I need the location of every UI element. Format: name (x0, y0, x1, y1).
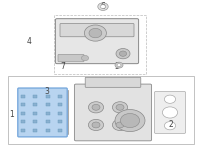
Text: 7: 7 (61, 62, 65, 71)
Circle shape (84, 25, 106, 41)
Circle shape (164, 95, 176, 103)
Text: 2: 2 (169, 120, 173, 129)
FancyBboxPatch shape (67, 90, 69, 135)
Bar (33, 120, 37, 123)
Circle shape (98, 3, 108, 10)
Circle shape (115, 110, 145, 132)
Circle shape (92, 104, 100, 110)
Circle shape (88, 119, 104, 131)
Bar (21, 95, 25, 98)
FancyBboxPatch shape (58, 54, 84, 62)
Circle shape (162, 107, 178, 118)
Bar (21, 103, 25, 106)
Bar (46, 103, 50, 106)
Circle shape (116, 49, 130, 59)
Circle shape (164, 122, 176, 130)
Bar (58, 129, 62, 132)
Bar (21, 112, 25, 115)
Bar (54, 15, 146, 74)
Circle shape (112, 102, 128, 113)
Bar (46, 129, 50, 132)
Text: 6: 6 (101, 2, 105, 11)
Circle shape (92, 122, 100, 128)
Bar (21, 129, 25, 132)
Bar (21, 120, 25, 123)
Circle shape (117, 64, 121, 67)
FancyBboxPatch shape (18, 88, 67, 137)
Circle shape (88, 102, 104, 113)
Bar (33, 129, 37, 132)
Bar (8, 76, 194, 144)
FancyBboxPatch shape (55, 19, 139, 64)
Bar (58, 120, 62, 123)
Circle shape (115, 62, 123, 68)
Circle shape (100, 5, 106, 9)
Bar (46, 112, 50, 115)
Circle shape (116, 104, 124, 110)
Circle shape (120, 113, 140, 128)
FancyBboxPatch shape (60, 24, 134, 37)
FancyBboxPatch shape (74, 84, 152, 141)
FancyBboxPatch shape (154, 91, 186, 133)
Circle shape (112, 119, 128, 131)
Bar (58, 95, 62, 98)
Circle shape (119, 51, 127, 56)
Bar (33, 95, 37, 98)
Text: 5: 5 (115, 62, 119, 71)
Text: 1: 1 (10, 110, 14, 119)
Bar (33, 112, 37, 115)
Bar (46, 120, 50, 123)
Circle shape (116, 122, 124, 128)
Circle shape (89, 28, 102, 38)
Bar (58, 112, 62, 115)
Bar (58, 103, 62, 106)
Text: 3: 3 (45, 87, 49, 96)
FancyBboxPatch shape (85, 77, 141, 87)
Bar (33, 103, 37, 106)
Circle shape (81, 55, 89, 61)
Text: 4: 4 (27, 37, 31, 46)
Bar (46, 95, 50, 98)
